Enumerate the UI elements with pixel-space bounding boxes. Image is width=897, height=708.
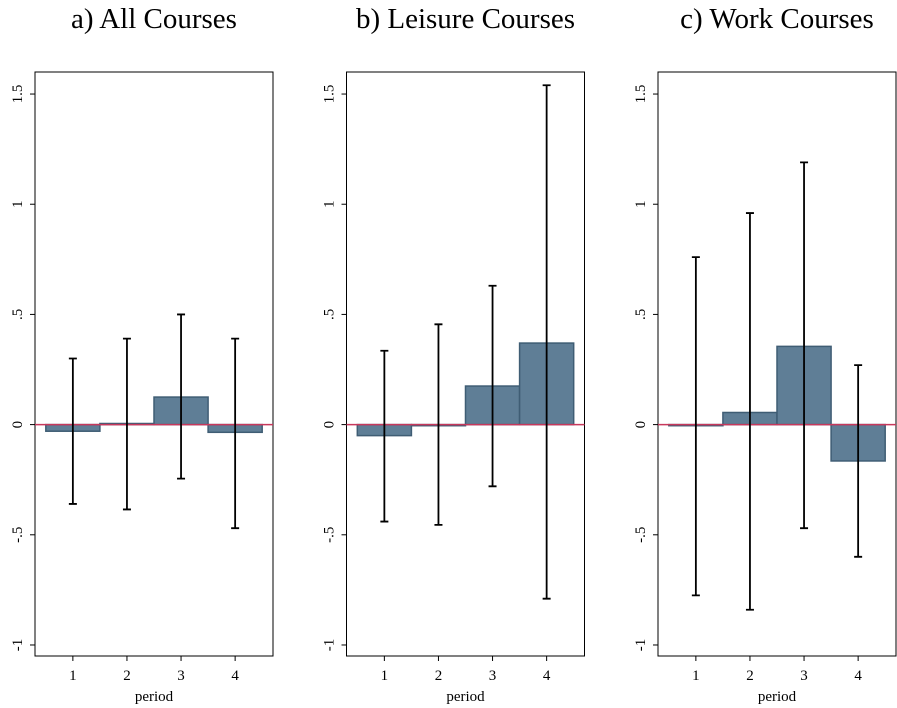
- x-tick-label: 2: [123, 668, 131, 684]
- plot-frame: [657, 71, 897, 657]
- x-tick-label: 1: [692, 668, 700, 684]
- y-tick-label: 1.5: [10, 85, 26, 104]
- x-tick-label: 3: [800, 668, 808, 684]
- y-tick-label: .5: [322, 309, 338, 320]
- y-tick-label: 0: [322, 421, 338, 429]
- error-bar: [68, 357, 77, 505]
- x-tick-label: 2: [435, 668, 443, 684]
- x-tick-label: 3: [177, 668, 185, 684]
- x-tick-label: 3: [489, 668, 497, 684]
- y-tick-label: -.5: [10, 527, 26, 543]
- x-tick-label: 2: [746, 668, 754, 684]
- error-bar: [800, 161, 809, 530]
- error-bar: [231, 337, 240, 530]
- y-tick-label: .5: [10, 309, 26, 320]
- plot-frame: [346, 71, 585, 657]
- panel-title: c) Work Courses: [680, 3, 874, 35]
- y-tick-label: 1.5: [322, 85, 338, 104]
- plot-frame: [34, 71, 274, 657]
- y-tick-label: 1.5: [633, 85, 649, 104]
- error-bar: [745, 212, 754, 611]
- error-bar: [434, 323, 443, 526]
- error-bar: [854, 364, 863, 558]
- y-tick-label: -.5: [633, 527, 649, 543]
- y-tick-label: 0: [10, 421, 26, 429]
- y-tick-label: -.5: [322, 527, 338, 543]
- y-tick-label: 0: [633, 421, 649, 429]
- x-tick-label: 4: [543, 668, 551, 684]
- x-tick-label: 1: [381, 668, 389, 684]
- x-tick-label: 4: [231, 668, 239, 684]
- y-tick-label: -1: [322, 639, 338, 652]
- panel-title: a) All Courses: [71, 3, 237, 35]
- x-axis-label: period: [758, 689, 797, 705]
- y-tick-label: 1: [322, 200, 338, 208]
- error-bar: [542, 84, 551, 600]
- y-tick-label: .5: [633, 309, 649, 320]
- x-axis-label: period: [446, 689, 485, 705]
- x-tick-label: 1: [69, 668, 77, 684]
- panel-title: b) Leisure Courses: [356, 3, 575, 35]
- y-tick-label: 1: [10, 200, 26, 208]
- y-tick-label: -1: [633, 639, 649, 652]
- error-bar: [488, 284, 497, 488]
- error-bar: [122, 337, 131, 511]
- error-bar: [691, 256, 700, 597]
- x-axis-label: period: [135, 689, 174, 705]
- y-tick-label: -1: [10, 639, 26, 652]
- error-bar: [177, 313, 186, 480]
- x-tick-label: 4: [854, 668, 862, 684]
- error-bar: [380, 349, 389, 523]
- y-tick-label: 1: [633, 200, 649, 208]
